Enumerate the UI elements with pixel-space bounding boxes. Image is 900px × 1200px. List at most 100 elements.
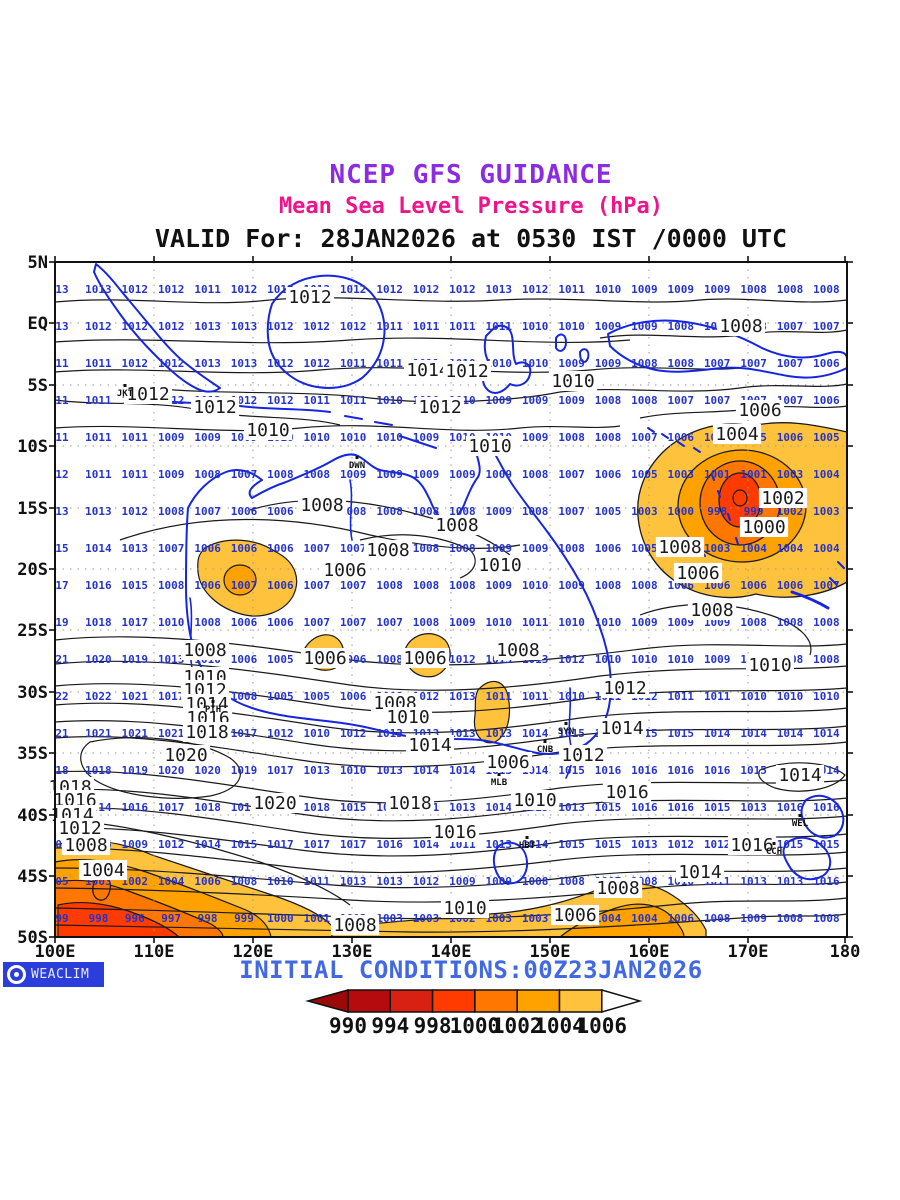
gridpoint-value: 1013: [194, 357, 221, 370]
isobar-label-box: [475, 555, 525, 575]
lat-label: 45S: [17, 867, 48, 887]
gridpoint-value: 1014: [813, 727, 840, 740]
gridpoint-value: 1012: [413, 690, 440, 703]
isobar-label: 1014: [408, 735, 451, 756]
gridpoint-value: 1011: [522, 616, 549, 629]
gridpoint-value: 1012: [558, 653, 585, 666]
gridpoint-value: 1019: [122, 764, 149, 777]
gridpoint-value: 1012: [231, 283, 258, 296]
gridpoint-value: 1008: [777, 616, 804, 629]
gridpoint-value: 1010: [813, 690, 840, 703]
isobar-label: 1014: [600, 718, 643, 739]
gridpoint-value: 17: [55, 579, 68, 592]
gridpoint-value: 1007: [376, 616, 403, 629]
isobar-label: 1018: [185, 722, 228, 743]
gridpoint-value: 1011: [85, 468, 112, 481]
station-label: WEL: [792, 819, 809, 829]
gridpoint-value: 1012: [704, 838, 731, 851]
gridpoint-value: 1007: [231, 579, 258, 592]
gridpoint-value: 1008: [668, 320, 695, 333]
gridpoint-value: 1021: [122, 727, 149, 740]
gridpoint-value: 1012: [449, 653, 476, 666]
gridpoint-value: 1015: [122, 579, 149, 592]
gridpoint-value: 1000: [267, 912, 294, 925]
coastline-nz-south-island: [782, 836, 832, 881]
river-north-australia: [349, 479, 353, 541]
gridpoint-value: 1009: [486, 875, 513, 888]
gridpoint-value: 1013: [449, 801, 476, 814]
gridpoint-value: 1009: [340, 468, 367, 481]
gridpoint-value: 998: [707, 505, 727, 518]
gridpoint-value: 1013: [231, 357, 258, 370]
gridpoint-value: 1010: [558, 690, 585, 703]
gridpoint-value: 1010: [595, 653, 622, 666]
isobar-label-box: [285, 287, 335, 307]
gridpoint-value: 1013: [558, 801, 585, 814]
colorbar-label: 1000: [450, 1014, 501, 1038]
gridpoint-value: 1008: [267, 468, 294, 481]
colorbar-label: 1004: [534, 1014, 585, 1038]
lat-label: 40S: [17, 806, 48, 826]
pressure-fill-layer: [54, 422, 848, 938]
isobar-label: 1006: [738, 400, 781, 421]
gridpoint-value: 1017: [122, 616, 149, 629]
gridpoint-value: 1021: [158, 727, 185, 740]
gridpoint-value: 1007: [558, 505, 585, 518]
isobar-label-box: [440, 898, 490, 918]
gridpoint-value: 1005: [813, 431, 840, 444]
isobar-label-box: [602, 782, 652, 802]
gridpoint-value: 1009: [704, 283, 731, 296]
lon-label: 110E: [134, 942, 175, 962]
gridpoint-value: 1011: [486, 690, 513, 703]
gridpoint-value: 1012: [376, 283, 403, 296]
gridpoint-value: 1003: [704, 542, 731, 555]
gridpoint-value: 1014: [486, 801, 513, 814]
station-labels-layer: JKT DWN PTH SYN CNB MLB HBT WEL CCH: [117, 384, 809, 857]
gridpoint-value: 1016: [631, 801, 658, 814]
station-marker: [355, 456, 359, 459]
station-label: JKT: [117, 389, 134, 399]
gridpoint-value: 1016: [85, 579, 112, 592]
gridpoint-value: 1006: [231, 653, 258, 666]
gridpoint-value: 1011: [340, 357, 367, 370]
colorbar-left-arrow: [305, 989, 349, 1013]
gridpoint-value: 1016: [704, 764, 731, 777]
station-label: DWN: [349, 461, 365, 471]
gridpoint-value: 1011: [413, 320, 440, 333]
gridpoint-value: 1010: [631, 653, 658, 666]
gridpoint-value: 1018: [85, 764, 112, 777]
isobar-label-box: [712, 424, 762, 444]
gridpoint-value: 1008: [813, 912, 840, 925]
gridpoint-value: 1007: [158, 542, 185, 555]
lat-label: 5N: [28, 253, 48, 273]
gridpoint-value: 05: [55, 875, 68, 888]
gridpoint-value: 1005: [304, 690, 331, 703]
gridpoint-value: 13: [55, 320, 68, 333]
isobar-label-box: [430, 822, 480, 842]
fill-sw-low-998-1000: [57, 901, 181, 938]
gridpoint-value: 1008: [813, 283, 840, 296]
gridpoint-value: 1013: [85, 505, 112, 518]
gridpoint-value: 1004: [631, 912, 658, 925]
isobar-label: 1000: [742, 517, 785, 538]
gridpoint-value: 1005: [267, 690, 294, 703]
gridpoint-value: 1008: [522, 875, 549, 888]
gridpoint-value: 1009: [522, 542, 549, 555]
isobar-label-box: [442, 361, 492, 381]
station-marker: [564, 722, 568, 725]
isobar-label-box: [385, 793, 435, 813]
gridpoint-value: 1010: [486, 616, 513, 629]
gridpoint-value: 1009: [449, 616, 476, 629]
gridpoint-value: 1007: [340, 616, 367, 629]
isobar-label-box: [400, 648, 450, 668]
isobar-label-box: [597, 718, 647, 738]
gridpoint-value: 1006: [740, 579, 767, 592]
gridpoint-value: 1017: [267, 838, 294, 851]
colorbar-box: [474, 989, 518, 1013]
gridpoint-value: 1008: [194, 616, 221, 629]
longitude-axis: 100E 110E 120E 130E 140E 150E 160E 170E 180: [35, 942, 861, 962]
coastline-lesser-sunda: [344, 415, 437, 449]
isobar-labels-layer: 1012 1008 1012 1012 1014 1012 1012 1010 1010 1010…: [45, 287, 825, 936]
isobar-label: 1010: [468, 436, 511, 457]
gridpoint-value: 1012: [340, 727, 367, 740]
